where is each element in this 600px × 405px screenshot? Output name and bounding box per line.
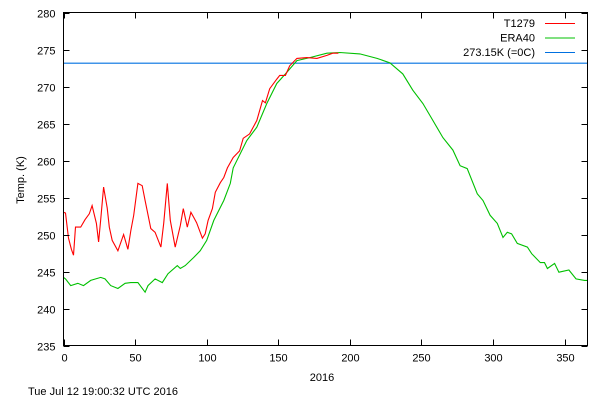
legend: T1279 ERA40 273.15K (=0C): [463, 18, 575, 59]
series-line-t1279: [63, 52, 339, 256]
x-tick-label: 250: [412, 353, 430, 365]
series-line-era40: [63, 51, 588, 294]
x-tick-label: 150: [269, 353, 287, 365]
legend-label: T1279: [504, 18, 535, 30]
y-tick-label: 245: [37, 268, 55, 280]
y-tick-label: 255: [37, 194, 55, 206]
y-tick-label: 260: [37, 157, 55, 169]
plot-frame: [63, 12, 588, 346]
y-tick-label: 275: [37, 46, 55, 58]
y-tick-label: 280: [37, 9, 55, 21]
legend-label: ERA40: [500, 33, 535, 45]
x-axis-label: 2016: [310, 372, 334, 384]
axes-layer: 0 50 100 150 200 250 300 350 235 240 245 250 255 260 2…: [37, 9, 588, 365]
y-axis-label: Temp. (K): [15, 156, 27, 204]
x-tick-label: 50: [129, 353, 141, 365]
y-tick-label: 235: [37, 342, 55, 354]
y-tick-label: 240: [37, 305, 55, 317]
x-tick-label: 100: [198, 353, 216, 365]
y-tick-label: 250: [37, 231, 55, 243]
x-tick-label: 350: [556, 353, 574, 365]
y-tick-label: 270: [37, 83, 55, 95]
x-tick-label: 300: [484, 353, 502, 365]
x-tick-label: 200: [341, 353, 359, 365]
legend-label: 273.15K (=0C): [463, 47, 535, 59]
series-layer: [63, 51, 588, 294]
y-tick-label: 265: [37, 120, 55, 132]
timestamp: Tue Jul 12 19:00:32 UTC 2016: [28, 386, 178, 398]
x-tick-label: 0: [61, 353, 67, 365]
